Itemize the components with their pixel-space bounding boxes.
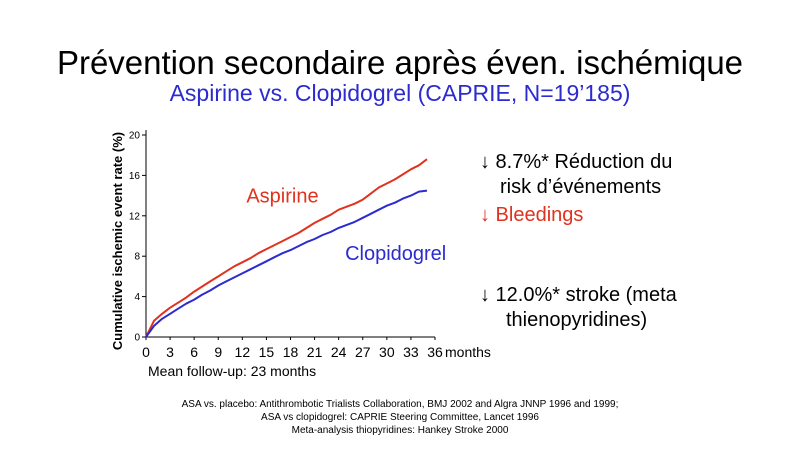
references: ASA vs. placebo: Antithrombotic Trialist… [0, 398, 800, 437]
bullet-stroke-line2: thienopyridines) [506, 309, 648, 331]
x-tick-label: 0 [142, 344, 150, 360]
bullet-stroke: ↓ 12.0%* stroke (meta thienopyridines) [480, 283, 677, 333]
follow-up-note: Mean follow-up: 23 months [148, 363, 317, 379]
series-line-clopidogrel [145, 189, 428, 338]
x-tick-label: 21 [307, 344, 323, 360]
x-tick-label: 3 [166, 344, 174, 360]
bullet-risk-reduction-line1: ↓ 8.7%* Réduction du [480, 151, 673, 173]
bullet-bleedings: ↓ Bleedings [480, 203, 583, 228]
slide-subtitle: Aspirine vs. Clopidogrel (CAPRIE, N=19’1… [169, 80, 631, 106]
reference-3: Meta-analysis thiopyridines: Hankey Stro… [291, 425, 509, 436]
bullet-risk-reduction-line2: risk d’événements [500, 176, 662, 198]
slide-title: Prévention secondaire après éven. ischém… [56, 44, 744, 81]
y-tick-label: 4 [134, 292, 140, 303]
bullet-stroke-line1: ↓ 12.0%* stroke (meta [480, 284, 677, 306]
x-tick-label: 6 [190, 344, 198, 360]
reference-2: ASA vs clopidogrel: CAPRIE Steering Comm… [261, 412, 539, 423]
x-tick-label: 36 [427, 344, 443, 360]
y-tick-label: 20 [129, 131, 141, 142]
y-tick-label: 12 [129, 211, 141, 222]
x-unit-label: months [445, 344, 491, 360]
x-tick-label: 18 [283, 344, 299, 360]
y-tick-label: 16 [129, 171, 141, 182]
bullet-risk-reduction: ↓ 8.7%* Réduction du risk d’événements [480, 150, 672, 200]
y-tick-label: 0 [134, 333, 140, 344]
x-tick-label: 33 [403, 344, 419, 360]
x-tick-label: 27 [355, 344, 371, 360]
y-axis-label: Cumulative ischemic event rate (%) [110, 132, 125, 350]
y-tick-label: 8 [134, 252, 140, 263]
x-tick-label: 12 [235, 344, 251, 360]
reference-1: ASA vs. placebo: Antithrombotic Trialist… [181, 399, 619, 410]
series-line-aspirine [145, 158, 428, 338]
series-label-clopidogrel: Clopidogrel [345, 243, 446, 265]
x-tick-label: 30 [379, 344, 395, 360]
series-label-aspirine: Aspirine [246, 186, 318, 208]
x-tick-label: 15 [259, 344, 275, 360]
x-tick-label: 9 [214, 344, 222, 360]
x-tick-label: 24 [331, 344, 347, 360]
bullet-bleedings-line1: ↓ Bleedings [480, 204, 584, 226]
